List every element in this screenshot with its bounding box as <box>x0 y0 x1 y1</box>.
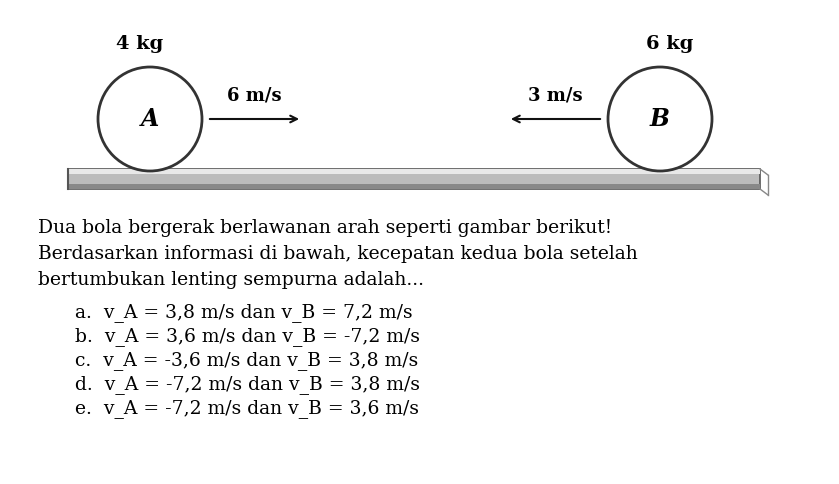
Text: 6 m/s: 6 m/s <box>227 87 282 105</box>
Text: Berdasarkan informasi di bawah, kecepatan kedua bola setelah: Berdasarkan informasi di bawah, kecepata… <box>38 245 638 263</box>
Text: e.  v_A = -7,2 m/s dan v_B = 3,6 m/s: e. v_A = -7,2 m/s dan v_B = 3,6 m/s <box>75 399 419 418</box>
Text: bertumbukan lenting sempurna adalah...: bertumbukan lenting sempurna adalah... <box>38 271 424 289</box>
Ellipse shape <box>608 67 712 171</box>
Text: a.  v_A = 3,8 m/s dan v_B = 7,2 m/s: a. v_A = 3,8 m/s dan v_B = 7,2 m/s <box>75 303 413 322</box>
Text: d.  v_A = -7,2 m/s dan v_B = 3,8 m/s: d. v_A = -7,2 m/s dan v_B = 3,8 m/s <box>75 375 420 394</box>
Text: c.  v_A = -3,6 m/s dan v_B = 3,8 m/s: c. v_A = -3,6 m/s dan v_B = 3,8 m/s <box>75 351 419 370</box>
Ellipse shape <box>98 67 202 171</box>
Text: A: A <box>141 107 159 131</box>
Bar <box>68 169 760 189</box>
Bar <box>68 169 760 174</box>
Text: 3 m/s: 3 m/s <box>529 87 583 105</box>
Text: Dua bola bergerak berlawanan arah seperti gambar berikut!: Dua bola bergerak berlawanan arah sepert… <box>38 219 612 237</box>
Text: B: B <box>650 107 670 131</box>
Text: 4 kg: 4 kg <box>117 35 164 53</box>
Bar <box>68 184 760 189</box>
Text: b.  v_A = 3,6 m/s dan v_B = -7,2 m/s: b. v_A = 3,6 m/s dan v_B = -7,2 m/s <box>75 327 420 346</box>
Text: 6 kg: 6 kg <box>646 35 694 53</box>
